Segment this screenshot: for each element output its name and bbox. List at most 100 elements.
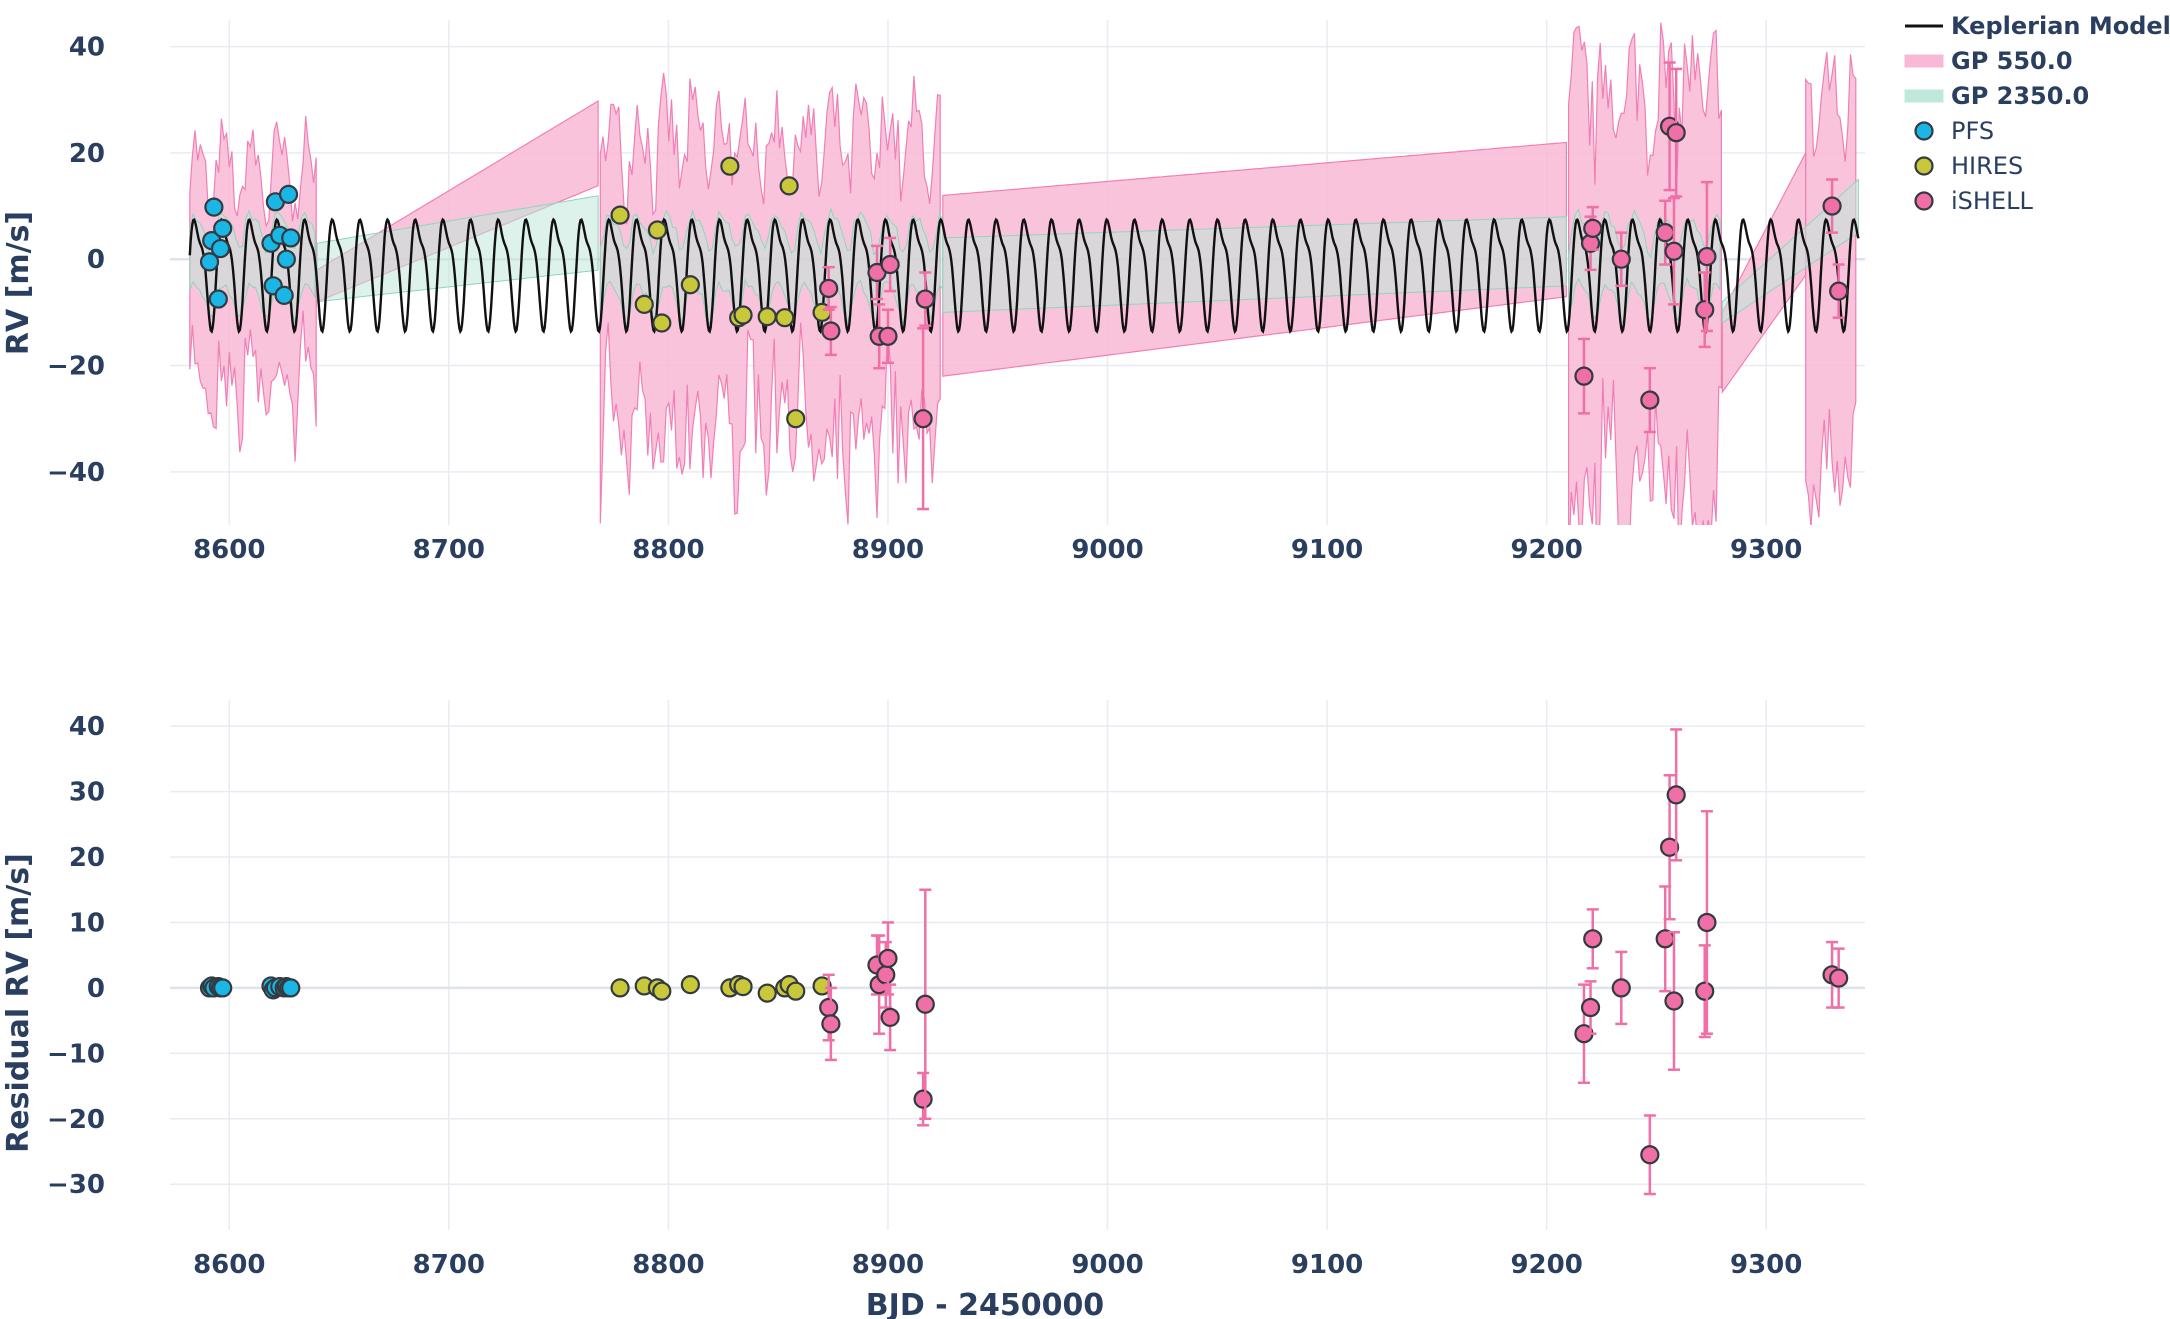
legend-entry-label: iSHELL xyxy=(1951,187,2033,215)
legend: Keplerian Model GP 550.0 GP 2350.0 PFS HIRES… xyxy=(1904,12,2170,215)
y-tick-label: −10 xyxy=(47,1039,105,1069)
ishell-data-point xyxy=(913,1089,933,1109)
y-tick-label: 40 xyxy=(69,712,105,742)
pfs-data-point xyxy=(199,252,220,272)
top-x-tick-labels: 8600 8700 8800 8900 9000 9100 9200 9300 xyxy=(193,535,1802,565)
hires-data-point xyxy=(786,409,806,429)
hires-data-point xyxy=(757,307,777,327)
pfs-data-point xyxy=(204,197,224,217)
y-tick-label: 30 xyxy=(69,778,105,808)
y-tick-label: −30 xyxy=(47,1170,105,1200)
y-tick-label: 10 xyxy=(69,908,105,938)
ishell-data-point xyxy=(1697,912,1717,933)
ishell-data-point xyxy=(915,289,935,309)
hires-data-point xyxy=(647,220,668,240)
legend-marker-swatch xyxy=(1914,121,1934,141)
hires-data-point xyxy=(634,294,654,314)
ishell-data-point xyxy=(1583,929,1603,949)
keplerian-model-line xyxy=(188,217,1860,335)
y-tick-label: −20 xyxy=(47,352,105,382)
ishell-data-point xyxy=(1664,991,1684,1011)
ishell-data-point xyxy=(1655,223,1675,243)
rv-top-panel: −40 −20 0 20 40 8600 8700 8800 8900 9000 9100 9200… xyxy=(1,20,1865,565)
hires-data-point xyxy=(652,313,672,333)
legend-band-swatch xyxy=(1904,54,1944,68)
legend-entry-label: HIRES xyxy=(1951,152,2023,180)
ishell-data-point xyxy=(1666,123,1686,143)
legend-entry-label: GP 2350.0 xyxy=(1951,82,2089,110)
y-tick-label: −20 xyxy=(47,1105,105,1135)
x-tick-label: 9000 xyxy=(1071,535,1143,565)
x-tick-label: 8700 xyxy=(413,535,485,565)
ishell-data-point xyxy=(880,1007,900,1027)
ishell-data-point xyxy=(915,994,935,1014)
x-tick-label: 8900 xyxy=(852,1250,924,1280)
bottom-y-tick-labels: −30 −20 −10 0 10 20 30 40 xyxy=(47,712,105,1200)
residual-data-points xyxy=(199,728,1849,1196)
ishell-data-point xyxy=(1697,246,1717,267)
ishell-data-point xyxy=(1829,968,1849,988)
x-tick-label: 8800 xyxy=(632,535,704,565)
y-tick-label: 20 xyxy=(69,843,105,873)
y-tick-label: −40 xyxy=(47,458,105,488)
hires-data-point xyxy=(775,308,795,328)
y-tick-label: 0 xyxy=(87,245,105,275)
top-y-tick-labels: −40 −20 0 20 40 xyxy=(47,33,105,488)
ishell-data-point xyxy=(1664,241,1684,261)
bottom-y-axis-title: Residual RV [m/s] xyxy=(1,853,36,1153)
x-tick-label: 9200 xyxy=(1510,1250,1582,1280)
x-tick-label: 9200 xyxy=(1510,535,1582,565)
ishell-data-point xyxy=(1829,281,1849,301)
legend-band-swatch xyxy=(1904,89,1944,103)
ishell-data-point xyxy=(876,965,896,985)
gp-bands xyxy=(189,22,1859,525)
y-tick-label: 20 xyxy=(69,139,105,169)
ishell-data-point xyxy=(878,948,898,969)
ishell-data-point xyxy=(1580,997,1601,1018)
pfs-data-point xyxy=(274,285,294,305)
x-tick-label: 8600 xyxy=(193,1250,265,1280)
ishell-data-point xyxy=(1611,249,1631,269)
hires-data-point xyxy=(680,975,700,995)
x-tick-label: 9100 xyxy=(1291,535,1363,565)
y-tick-label: 40 xyxy=(69,33,105,63)
x-axis-title: BJD - 2450000 xyxy=(866,1288,1104,1319)
hires-data-point xyxy=(610,205,630,225)
ishell-data-point xyxy=(821,321,841,341)
keplerian-model xyxy=(188,217,1860,335)
hires-data-point xyxy=(786,981,806,1001)
x-tick-label: 8600 xyxy=(193,535,265,565)
x-tick-label: 9100 xyxy=(1291,1250,1363,1280)
hires-data-point xyxy=(733,305,753,325)
pfs-data-point xyxy=(281,978,301,998)
ishell-data-point xyxy=(821,1014,841,1034)
bottom-gridlines xyxy=(170,700,1865,1230)
pfs-data-point xyxy=(208,289,228,309)
residual-bottom-panel: −30 −20 −10 0 10 20 30 40 8600 8700 8800 8900 9000 9… xyxy=(1,700,1865,1319)
ishell-data-point xyxy=(878,326,898,346)
pfs-data-point xyxy=(213,978,233,998)
hires-data-point xyxy=(812,976,832,996)
ishell-data-point xyxy=(819,278,839,299)
ishell-data-point xyxy=(1574,366,1594,386)
ishell-data-point xyxy=(1659,837,1680,857)
x-tick-label: 9300 xyxy=(1730,535,1802,565)
ishell-data-point xyxy=(913,409,933,429)
top-y-axis-title: RV [m/s] xyxy=(1,211,36,355)
x-tick-label: 8800 xyxy=(632,1250,704,1280)
legend-entry-label: Keplerian Model xyxy=(1951,12,2170,40)
bottom-x-tick-labels: 8600 8700 8800 8900 9000 9100 9200 9300 xyxy=(193,1250,1802,1280)
legend-entry-label: GP 550.0 xyxy=(1951,47,2073,75)
x-tick-label: 8700 xyxy=(413,1250,485,1280)
x-tick-label: 8900 xyxy=(852,535,924,565)
ishell-data-point xyxy=(1611,978,1631,998)
ishell-data-point xyxy=(1640,390,1660,410)
ishell-data-point xyxy=(1640,1145,1660,1165)
ishell-data-point xyxy=(1583,218,1603,238)
ishell-data-point xyxy=(1822,196,1842,216)
legend-entry-label: PFS xyxy=(1951,117,1994,145)
hires-data-point xyxy=(733,976,753,997)
ishell-data-point xyxy=(1695,300,1715,320)
top-data-points xyxy=(199,61,1849,511)
